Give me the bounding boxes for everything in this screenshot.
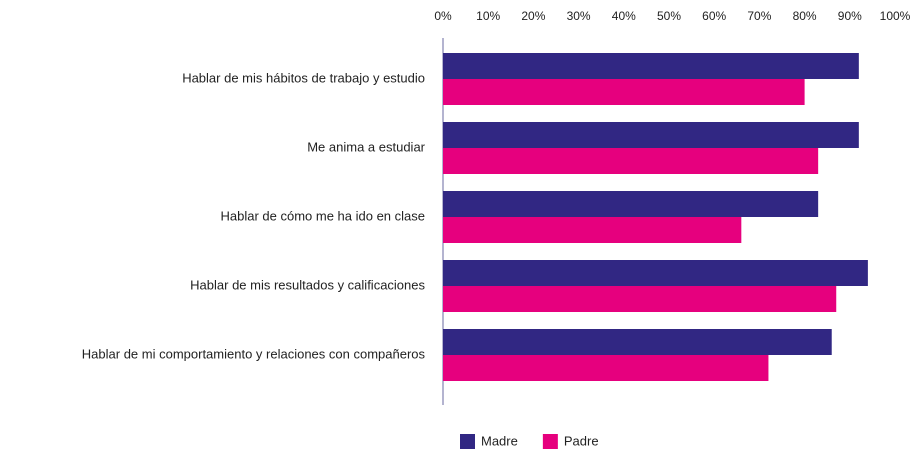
bar	[443, 217, 742, 243]
y-tick-label: Hablar de mis resultados y calificacione…	[190, 277, 425, 292]
bar	[443, 53, 859, 79]
x-tick-label: 50%	[657, 9, 681, 23]
x-tick-label: 20%	[521, 9, 545, 23]
bar	[443, 79, 805, 105]
x-tick-label: 40%	[612, 9, 636, 23]
bar	[443, 122, 859, 148]
x-tick-label: 100%	[880, 9, 911, 23]
x-tick-label: 30%	[567, 9, 591, 23]
legend-label: Madre	[481, 433, 518, 448]
x-tick-label: 60%	[702, 9, 726, 23]
y-tick-label: Hablar de cómo me ha ido en clase	[220, 208, 425, 223]
y-tick-label: Me anima a estudiar	[307, 139, 425, 154]
bar	[443, 329, 832, 355]
x-tick-label: 70%	[747, 9, 771, 23]
bar	[443, 286, 837, 312]
legend-swatch	[460, 434, 475, 449]
bar	[443, 191, 819, 217]
x-tick-label: 80%	[793, 9, 817, 23]
legend-label: Padre	[564, 433, 599, 448]
y-tick-label: Hablar de mis hábitos de trabajo y estud…	[182, 70, 425, 85]
x-tick-label: 90%	[838, 9, 862, 23]
y-tick-label: Hablar de mi comportamiento y relaciones…	[82, 346, 426, 361]
x-tick-label: 0%	[434, 9, 452, 23]
bar	[443, 355, 769, 381]
legend-swatch	[542, 434, 558, 449]
x-tick-label: 10%	[476, 9, 500, 23]
bar	[443, 260, 868, 286]
bar	[443, 148, 819, 174]
